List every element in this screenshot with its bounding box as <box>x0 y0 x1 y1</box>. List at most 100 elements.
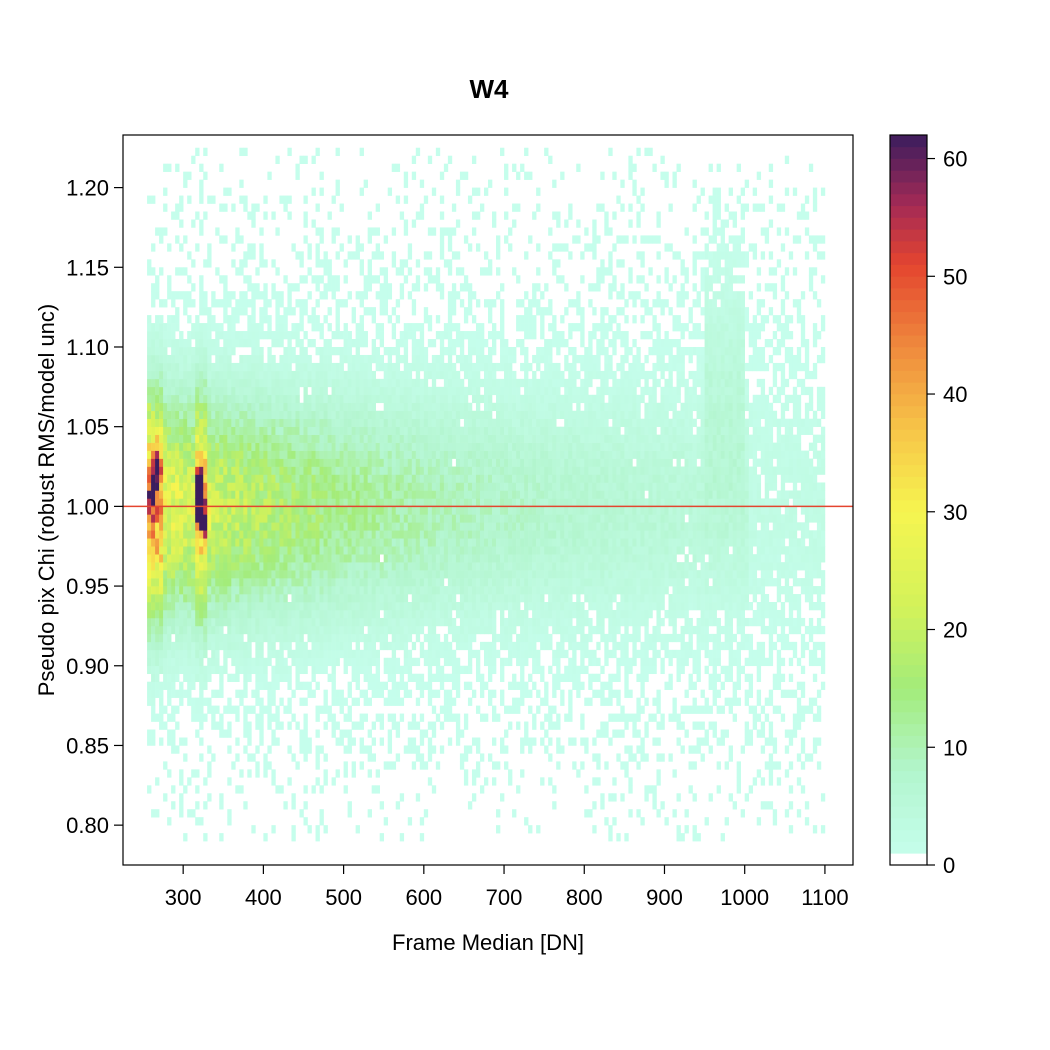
heatmap-cell <box>215 410 220 420</box>
heatmap-cell <box>235 482 240 491</box>
heatmap-cell <box>516 522 521 531</box>
heatmap-cell <box>423 251 429 260</box>
heatmap-cell <box>411 402 417 412</box>
heatmap-cell <box>520 641 525 651</box>
heatmap-cell <box>508 243 513 252</box>
heatmap-cell <box>255 498 260 507</box>
heatmap-cell <box>508 625 513 635</box>
heatmap-cell <box>259 578 264 587</box>
heatmap-cell <box>167 275 172 284</box>
heatmap-cell <box>247 506 252 515</box>
heatmap-cell <box>471 378 477 388</box>
heatmap-cell <box>251 370 256 380</box>
heatmap-cell <box>175 315 180 324</box>
heatmap-cell <box>179 402 184 412</box>
heatmap-cell <box>323 346 328 356</box>
heatmap-cell <box>147 458 152 467</box>
heatmap-cell <box>415 753 421 762</box>
heatmap-cell <box>391 506 397 515</box>
heatmap-cell <box>167 474 172 483</box>
heatmap-cell <box>247 331 252 340</box>
heatmap-cell <box>475 426 481 435</box>
heatmap-cell <box>291 801 296 810</box>
heatmap-cell <box>431 402 437 412</box>
heatmap-cell <box>339 378 344 388</box>
heatmap-cell <box>508 378 513 388</box>
heatmap-cell <box>183 578 188 587</box>
heatmap-cell <box>323 394 328 404</box>
heatmap-cell <box>516 562 521 571</box>
heatmap-cell <box>223 331 228 340</box>
heatmap-cell <box>287 291 292 300</box>
heatmap-cell <box>263 538 268 547</box>
heatmap-cell <box>435 633 441 643</box>
heatmap-cell <box>451 681 457 690</box>
heatmap-cell <box>195 713 200 722</box>
heatmap-cell <box>455 251 461 260</box>
heatmap-cell <box>411 386 417 396</box>
heatmap-cell <box>163 665 168 675</box>
heatmap-cell <box>504 546 509 555</box>
heatmap-cell <box>243 474 248 483</box>
heatmap-cell <box>239 546 244 555</box>
heatmap-cell <box>508 442 513 451</box>
heatmap-cell <box>351 530 356 539</box>
heatmap-cell <box>287 681 292 690</box>
heatmap-cell <box>363 633 368 643</box>
heatmap-cell <box>191 514 196 523</box>
heatmap-cell <box>363 458 368 467</box>
heatmap-cell <box>283 657 288 667</box>
heatmap-cell <box>423 546 429 555</box>
heatmap-cell <box>287 514 292 523</box>
heatmap-cell <box>151 681 156 690</box>
heatmap-cell <box>375 450 380 459</box>
heatmap-cell <box>439 235 445 244</box>
heatmap-cell <box>147 378 152 388</box>
heatmap-cell <box>255 466 260 475</box>
heatmap-cell <box>243 410 248 420</box>
heatmap-cell <box>375 554 380 563</box>
heatmap-cell <box>500 745 505 754</box>
heatmap-cell <box>407 546 413 555</box>
heatmap-cell <box>403 354 409 364</box>
heatmap-cell <box>347 378 352 388</box>
heatmap-cell <box>171 362 176 372</box>
heatmap-cell <box>479 506 485 515</box>
heatmap-cell <box>407 745 413 754</box>
heatmap-cell <box>163 506 168 515</box>
heatmap-cell <box>379 625 385 635</box>
heatmap-cell <box>151 331 156 340</box>
heatmap-cell <box>455 386 461 396</box>
heatmap-cell <box>467 554 473 563</box>
heatmap-cell <box>155 530 160 539</box>
heatmap-cell <box>419 737 425 746</box>
heatmap-cell <box>335 466 340 475</box>
heatmap-cell <box>315 602 320 611</box>
heatmap-cell <box>512 466 517 475</box>
heatmap-cell <box>504 466 509 475</box>
heatmap-cell <box>403 681 409 690</box>
heatmap-cell <box>411 219 417 228</box>
heatmap-cell <box>291 522 296 531</box>
heatmap-cell <box>351 649 356 659</box>
heatmap-cell <box>399 450 405 459</box>
heatmap-cell <box>183 522 188 531</box>
heatmap-cell <box>363 665 368 675</box>
heatmap-cell <box>239 450 244 459</box>
heatmap-cell <box>263 466 268 475</box>
heatmap-cell <box>299 155 304 164</box>
heatmap-cell <box>163 323 168 332</box>
heatmap-cell <box>447 339 453 348</box>
heatmap-cell <box>215 466 220 475</box>
heatmap-cell <box>387 609 393 619</box>
heatmap-cell <box>207 769 212 778</box>
heatmap-cell <box>419 594 425 603</box>
heatmap-cell <box>271 442 276 451</box>
heatmap-cell <box>311 442 316 451</box>
heatmap-cell <box>459 522 465 531</box>
heatmap-cell <box>283 625 288 635</box>
heatmap-cell <box>391 665 397 675</box>
heatmap-cell <box>463 331 469 340</box>
heatmap-cell <box>279 323 284 332</box>
heatmap-cell <box>235 785 240 794</box>
